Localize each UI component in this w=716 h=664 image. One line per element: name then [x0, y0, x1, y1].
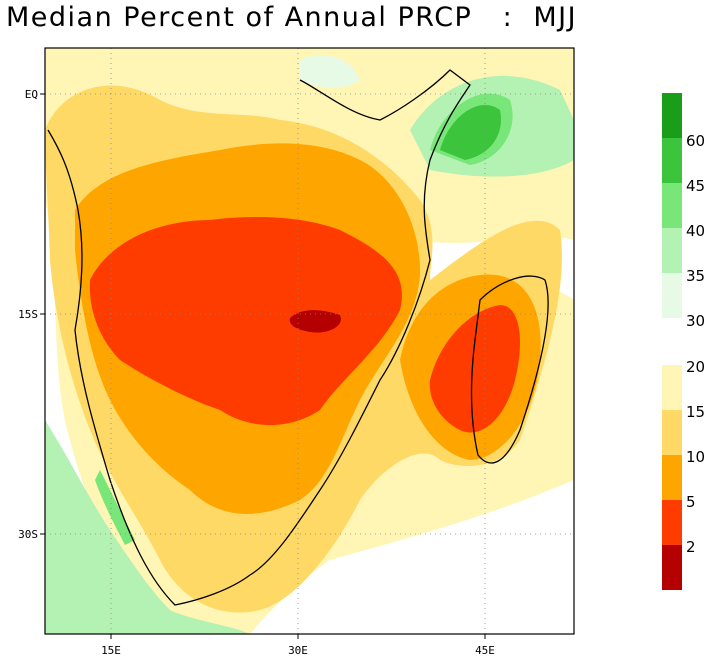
axis-ticks [40, 93, 486, 639]
cb-label-30: 30 [686, 312, 705, 330]
colorbar-lower: 20 15 10 5 2 [662, 358, 705, 590]
cb-label-2: 2 [686, 538, 696, 556]
lat-label-30s: 30S [18, 528, 38, 541]
lat-label-15s: 15S [18, 308, 38, 321]
precip-field [45, 48, 574, 634]
field-band-2-5-madagascar [429, 305, 520, 433]
map-title: Median Percent of Annual PRCP : MJJ [6, 2, 578, 33]
lon-label-15e: 15E [101, 644, 121, 657]
cb-swatch-35 [662, 228, 682, 273]
cb-swatch-30 [662, 273, 682, 318]
coastline [47, 69, 471, 606]
cb-label-10: 10 [686, 448, 705, 466]
gridlines [45, 48, 574, 634]
madagascar-coast [470, 275, 549, 464]
cb-swatch-5 [662, 500, 682, 545]
cb-swatch-60 [662, 93, 682, 138]
field-green-sw [45, 420, 250, 634]
cb-swatch-10 [662, 455, 682, 500]
cb-label-60: 60 [686, 132, 705, 150]
field-green-sw-strong [95, 470, 135, 545]
plot-frame [44, 47, 575, 635]
cb-label-40: 40 [686, 222, 705, 240]
cb-label-15: 15 [686, 403, 705, 421]
lat-label-eq: EQ [25, 88, 38, 101]
cb-label-20: 20 [686, 358, 705, 376]
cb-swatch-2 [662, 545, 682, 590]
cb-swatch-40 [662, 183, 682, 228]
cb-swatch-20 [662, 365, 682, 410]
field-green-north [300, 55, 360, 88]
cb-label-45: 45 [686, 177, 705, 195]
field-band-0-2 [289, 310, 341, 333]
field-band-2-5 [89, 217, 402, 425]
lon-label-30e: 30E [288, 644, 308, 657]
field-green-ne-strong [440, 104, 501, 160]
colorbar-upper: 60 45 40 35 30 [662, 93, 705, 330]
cb-swatch-15 [662, 410, 682, 455]
field-white-south [250, 480, 574, 634]
cb-label-35: 35 [686, 267, 705, 285]
cb-swatch-45 [662, 138, 682, 183]
cb-label-5: 5 [686, 493, 696, 511]
lon-label-45e: 45E [475, 644, 495, 657]
